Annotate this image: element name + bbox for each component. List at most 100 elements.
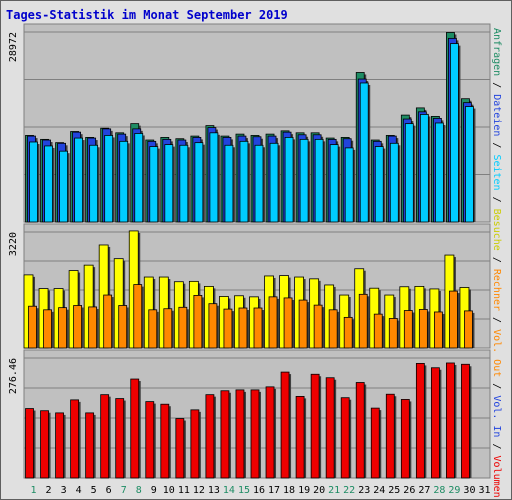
bar-seiten-day-14 xyxy=(224,144,234,223)
x-tick-label-day-11: 11 xyxy=(178,485,190,496)
x-tick-label-day-24: 24 xyxy=(373,485,385,496)
legend-separator: / xyxy=(491,191,502,209)
bar-volumen-day-3 xyxy=(55,412,64,479)
x-tick-label-day-9: 9 xyxy=(151,485,157,496)
bar-volumen-day-29 xyxy=(446,362,455,479)
bar-rechner-day-1 xyxy=(28,305,37,349)
bar-rechner-day-14 xyxy=(223,308,233,349)
x-tick-label-day-29: 29 xyxy=(448,485,460,496)
legend: Anfragen / Dateien / Seiten / Besuche / … xyxy=(491,28,502,498)
bar-rechner-day-10 xyxy=(163,308,173,349)
bar-rechner-day-7 xyxy=(118,305,128,349)
bar-rechner-day-6 xyxy=(103,294,113,349)
bar-seiten-day-16 xyxy=(254,144,264,223)
x-tick-label-day-31: 31 xyxy=(478,485,490,496)
legend-besuche: Besuche xyxy=(491,209,502,251)
bar-seiten-day-18 xyxy=(284,137,294,223)
legend-separator: / xyxy=(491,76,502,94)
x-tick-label-day-23: 23 xyxy=(358,485,370,496)
bar-rechner-day-28 xyxy=(433,311,443,349)
middle-panel-y-tick-label: 3220 xyxy=(8,232,19,256)
x-tick-label-day-18: 18 xyxy=(283,485,295,496)
bar-seiten-day-7 xyxy=(119,140,129,223)
bar-rechner-day-18 xyxy=(283,297,293,349)
legend-separator: / xyxy=(491,437,502,455)
legend-separator: / xyxy=(491,136,502,154)
bar-volumen-day-13 xyxy=(205,394,215,479)
bar-rechner-day-19 xyxy=(298,299,308,349)
bar-rechner-day-27 xyxy=(418,309,428,349)
x-tick-label-day-2: 2 xyxy=(46,485,52,496)
bar-volumen-day-27 xyxy=(415,363,425,479)
bar-rechner-day-12 xyxy=(193,295,203,349)
chart-title: Tages-Statistik im Monat September 2019 xyxy=(6,8,288,22)
bar-seiten-day-26 xyxy=(404,123,414,223)
bar-volumen-day-22 xyxy=(340,397,350,479)
bar-rechner-day-21 xyxy=(328,309,338,349)
x-tick-label-day-6: 6 xyxy=(106,485,112,496)
x-tick-label-day-14: 14 xyxy=(223,485,235,496)
bar-seiten-day-22 xyxy=(344,147,354,223)
legend-separator: / xyxy=(491,377,502,395)
x-tick-label-day-22: 22 xyxy=(343,485,355,496)
bar-volumen-day-18 xyxy=(280,371,290,479)
bar-rechner-day-11 xyxy=(178,306,188,349)
bar-volumen-day-14 xyxy=(220,390,230,479)
legend-anfragen: Anfragen xyxy=(491,28,502,76)
bar-rechner-day-8 xyxy=(133,284,143,349)
bar-seiten-day-17 xyxy=(269,142,279,223)
bar-volumen-day-26 xyxy=(400,399,410,479)
bar-rechner-day-17 xyxy=(268,296,278,349)
x-tick-label-day-5: 5 xyxy=(91,485,97,496)
bar-seiten-day-8 xyxy=(134,133,144,223)
x-tick-label-day-10: 10 xyxy=(163,485,175,496)
top-panel-y-tick-label: 28972 xyxy=(8,32,19,62)
x-tick-label-day-25: 25 xyxy=(388,485,400,496)
bar-volumen-day-10 xyxy=(160,403,170,479)
legend-volumen: Volumen xyxy=(491,456,502,498)
bar-volumen-day-15 xyxy=(235,389,245,479)
bar-rechner-day-23 xyxy=(358,293,368,349)
bar-seiten-day-19 xyxy=(299,138,309,223)
bar-rechner-day-26 xyxy=(403,310,413,349)
x-tick-label-day-27: 27 xyxy=(418,485,430,496)
bar-seiten-day-13 xyxy=(209,132,219,223)
bar-seiten-day-30 xyxy=(465,106,474,223)
bar-rechner-day-24 xyxy=(373,313,383,349)
bar-seiten-day-21 xyxy=(329,144,339,223)
bar-volumen-day-12 xyxy=(190,409,200,479)
x-tick-label-day-20: 20 xyxy=(313,485,325,496)
bar-volumen-day-7 xyxy=(115,398,125,479)
bar-rechner-day-3 xyxy=(58,307,67,349)
x-tick-label-day-1: 1 xyxy=(31,485,37,496)
bar-seiten-day-6 xyxy=(104,135,114,223)
x-tick-label-day-8: 8 xyxy=(136,485,142,496)
bar-seiten-day-25 xyxy=(389,142,399,223)
bar-volumen-day-28 xyxy=(430,367,440,479)
bar-volumen-day-6 xyxy=(100,394,110,479)
legend-dateien: Dateien xyxy=(491,94,502,136)
bar-rechner-day-20 xyxy=(313,304,323,349)
bar-volumen-day-8 xyxy=(130,378,140,479)
bar-seiten-day-29 xyxy=(450,43,459,223)
bar-rechner-day-25 xyxy=(388,318,398,349)
bar-rechner-day-30 xyxy=(464,310,473,349)
x-tick-label-day-28: 28 xyxy=(433,485,445,496)
bar-rechner-day-5 xyxy=(88,306,98,349)
bar-volumen-day-1 xyxy=(25,408,34,479)
bar-seiten-day-23 xyxy=(359,82,369,223)
bar-rechner-day-22 xyxy=(343,316,353,349)
bar-rechner-day-29 xyxy=(449,290,458,349)
bar-volumen-day-11 xyxy=(175,418,185,479)
legend-rechner: Rechner xyxy=(491,269,502,311)
x-tick-label-day-17: 17 xyxy=(268,485,280,496)
bar-volumen-day-21 xyxy=(325,377,335,479)
bar-rechner-day-13 xyxy=(208,303,218,349)
bar-seiten-day-5 xyxy=(89,144,99,223)
bar-volumen-day-2 xyxy=(40,410,49,479)
bar-seiten-day-3 xyxy=(59,150,68,223)
bar-seiten-day-4 xyxy=(74,137,84,223)
bottom-panel-y-tick-label: 276.46 xyxy=(8,358,19,394)
x-tick-label-day-13: 13 xyxy=(208,485,220,496)
